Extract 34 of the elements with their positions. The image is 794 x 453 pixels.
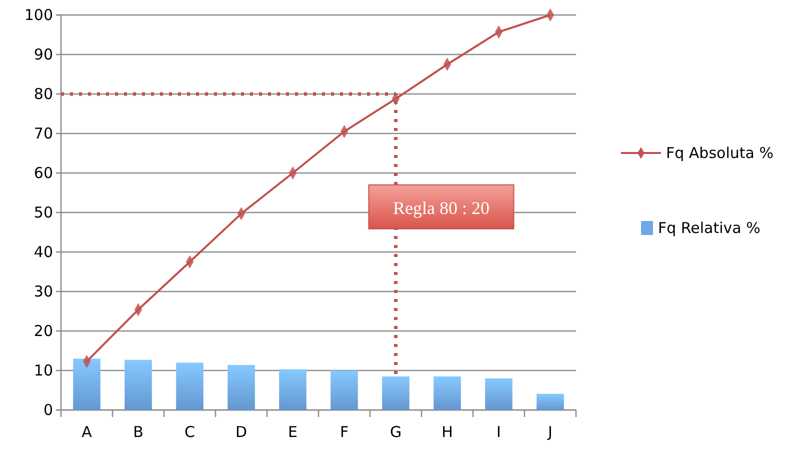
bar [536, 394, 564, 410]
legend-label: Fq Absoluta % [666, 144, 774, 162]
x-tick-label: D [235, 423, 248, 441]
legend-label: Fq Relativa % [658, 219, 760, 237]
bar [176, 362, 204, 410]
bar [124, 360, 152, 410]
bar [279, 369, 306, 410]
y-tick-label: 100 [24, 6, 53, 24]
y-tick-label: 20 [34, 322, 53, 340]
x-tick-label: E [288, 423, 298, 441]
y-tick-label: 50 [34, 203, 53, 222]
y-tick-label: 60 [34, 164, 53, 182]
x-tick-label: F [340, 423, 349, 441]
bar [228, 364, 255, 410]
x-tick-label: H [442, 423, 453, 441]
y-tick-label: 30 [34, 282, 53, 300]
y-tick-label: 40 [34, 242, 53, 261]
x-tick-label: B [133, 423, 144, 441]
x-tick-label: G [390, 423, 402, 441]
y-tick-label: 70 [34, 124, 53, 142]
bar [73, 358, 100, 410]
y-tick-label: 10 [34, 361, 53, 380]
bar [434, 376, 461, 410]
bar [330, 370, 358, 410]
bar [485, 378, 512, 410]
y-tick-label: 80 [34, 84, 53, 103]
x-tick-label: I [496, 423, 501, 441]
x-tick-label: C [184, 423, 195, 441]
y-tick-label: 90 [34, 45, 53, 64]
y-tick-label: 0 [43, 400, 53, 419]
annotation: Regla 80 : 20 [393, 198, 490, 218]
x-tick-label: J [547, 423, 552, 441]
x-tick-label: A [82, 423, 93, 441]
bar [382, 376, 410, 410]
